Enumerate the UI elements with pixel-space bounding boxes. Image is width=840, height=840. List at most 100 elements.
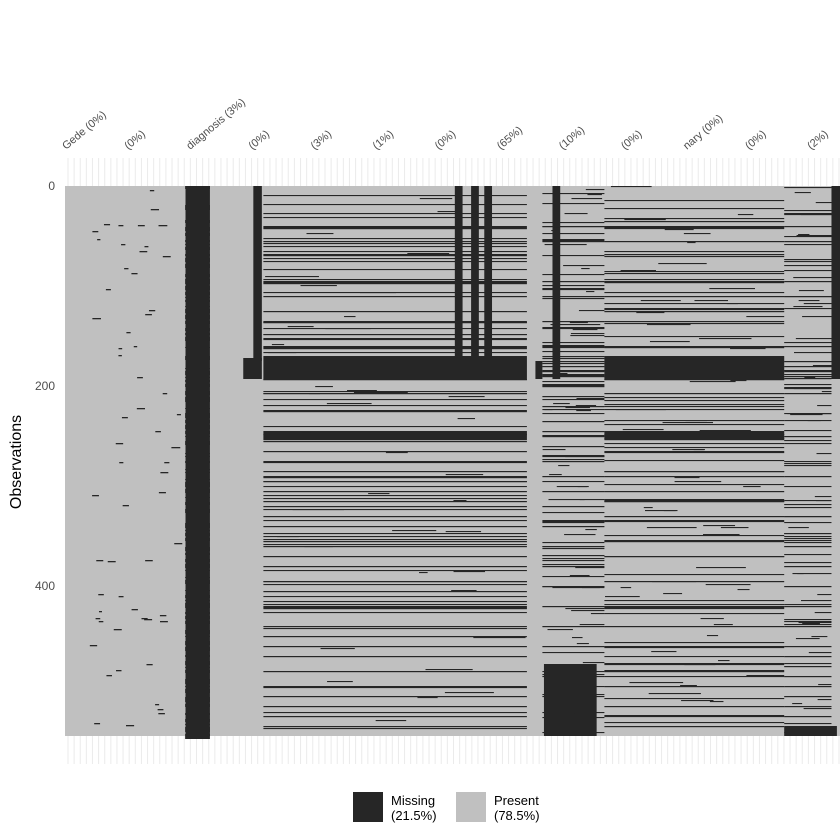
missing-row — [636, 312, 665, 314]
missing-row — [263, 322, 527, 324]
missing-block — [471, 186, 479, 358]
missing-block — [535, 361, 543, 379]
missing-row — [575, 567, 605, 569]
missing-row — [784, 486, 832, 488]
missing-row — [604, 400, 785, 402]
missing-row — [263, 258, 527, 260]
missing-row — [563, 265, 605, 267]
missing-row — [263, 626, 527, 628]
missing-row — [542, 371, 605, 373]
missing-row — [263, 246, 527, 248]
missing-row — [699, 338, 752, 340]
missing-row — [802, 316, 832, 318]
missing-row — [787, 413, 832, 415]
missing-row — [784, 361, 832, 363]
missing-row — [604, 271, 785, 273]
missing-row — [571, 198, 603, 200]
missing-cell — [119, 462, 124, 464]
missing-row — [552, 587, 600, 589]
missing-row — [457, 418, 476, 420]
missing-cell — [148, 310, 156, 312]
missing-row — [542, 694, 605, 696]
missing-row — [263, 604, 527, 606]
missing-row — [263, 607, 527, 609]
missing-row — [743, 486, 761, 488]
missing-row — [542, 413, 605, 415]
missing-row — [263, 556, 527, 558]
missing-cell — [160, 621, 168, 623]
missing-cell — [164, 462, 170, 464]
missing-row — [579, 499, 605, 501]
missing-row — [784, 374, 832, 376]
missing-row — [604, 501, 785, 503]
missing-row — [392, 346, 432, 348]
missing-row — [570, 333, 605, 335]
missing-row — [733, 437, 771, 439]
missing-row — [263, 601, 527, 603]
missing-row — [263, 360, 527, 362]
missing-row — [576, 410, 591, 412]
missing-row — [263, 228, 527, 230]
missing-cell — [113, 629, 122, 631]
missing-cell — [126, 725, 135, 727]
missing-row — [784, 236, 832, 238]
missing-row — [263, 439, 527, 441]
missing-row — [585, 529, 597, 531]
missing-row — [604, 372, 785, 374]
missing-row — [784, 241, 832, 243]
missing-row — [821, 391, 832, 393]
missing-row — [784, 666, 832, 668]
missing-row — [263, 269, 527, 271]
missing-row — [542, 240, 605, 242]
missing-row — [326, 403, 372, 405]
missing-row — [663, 510, 676, 512]
missing-cell — [118, 355, 122, 357]
missing-row — [419, 572, 428, 574]
missing-row — [327, 681, 353, 683]
missing-row — [350, 607, 361, 609]
missing-row — [746, 316, 785, 318]
missing-row — [604, 254, 785, 256]
missing-row — [604, 364, 785, 366]
missing-row — [263, 636, 527, 638]
missing-row — [263, 506, 527, 508]
missing-row — [784, 686, 832, 688]
missing-row — [604, 356, 785, 358]
missing-row — [263, 372, 527, 374]
missing-row — [604, 471, 785, 473]
missing-cell — [185, 734, 210, 739]
missing-row — [542, 346, 605, 348]
missing-row — [542, 481, 605, 483]
missing-row — [784, 723, 832, 725]
missing-row — [699, 430, 751, 432]
missing-cell — [97, 239, 101, 241]
missing-row — [453, 500, 467, 502]
missing-row — [818, 684, 832, 686]
missing-cell — [124, 268, 129, 270]
missing-row — [419, 198, 453, 200]
missing-row — [784, 533, 832, 535]
missing-row — [624, 219, 666, 221]
missing-row — [798, 290, 824, 292]
missing-cell — [126, 332, 131, 334]
legend-missing-pct: (21.5%) — [391, 808, 437, 823]
missing-row — [263, 706, 527, 708]
missing-row — [263, 498, 527, 500]
missing-row — [811, 726, 832, 728]
missing-row — [263, 282, 527, 284]
missing-row — [604, 309, 785, 311]
missing-row — [793, 277, 832, 279]
missing-row — [575, 405, 597, 407]
missing-row — [263, 393, 527, 395]
missing-row — [604, 221, 785, 223]
missing-row — [368, 493, 390, 495]
missing-row — [604, 369, 785, 371]
missing-row — [542, 491, 605, 493]
missing-row — [578, 310, 605, 312]
missing-row — [542, 449, 566, 451]
missing-row — [542, 345, 605, 347]
missing-row — [572, 329, 598, 331]
missing-cell — [94, 723, 101, 725]
missing-row — [784, 566, 832, 568]
missing-row — [448, 396, 485, 398]
